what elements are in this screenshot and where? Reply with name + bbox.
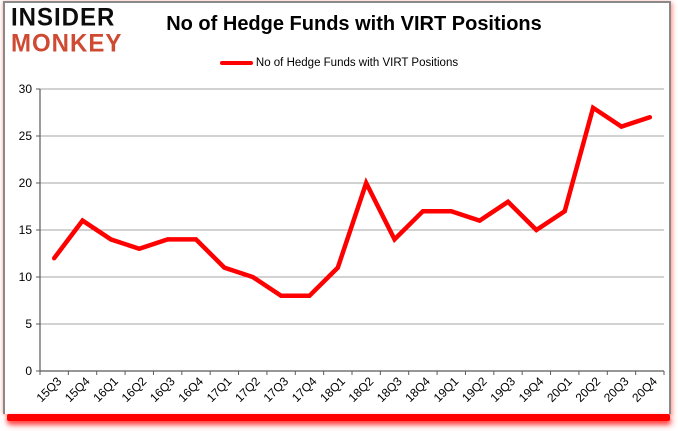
chart-title: No of Hedge Funds with VIRT Positions [166, 13, 542, 35]
series-line [51, 104, 653, 299]
x-tick-label: 16Q4 [175, 374, 206, 405]
logo-line-insider: INSIDER [11, 3, 116, 32]
y-tick-label: 0 [25, 364, 32, 378]
x-tick-label: 16Q3 [147, 374, 178, 405]
y-tick-label: 20 [19, 176, 33, 190]
x-tick-label: 17Q2 [232, 374, 263, 405]
x-tick-label: 20Q4 [629, 374, 660, 405]
bottom-red-bar [7, 414, 670, 421]
x-tick-label: 16Q2 [119, 374, 150, 405]
x-tick-label: 16Q1 [90, 374, 121, 405]
x-tick-label: 15Q3 [34, 374, 65, 405]
x-tick-label: 17Q1 [204, 374, 235, 405]
legend-line-swatch [219, 61, 253, 65]
legend-label: No of Hedge Funds with VIRT Positions [255, 57, 459, 69]
x-tick-label: 20Q3 [601, 374, 632, 405]
chart-card [3, 1, 671, 414]
x-tick-label: 18Q3 [374, 374, 405, 405]
legend: No of Hedge Funds with VIRT Positions [0, 57, 678, 69]
x-tick-label: 17Q3 [261, 374, 292, 405]
x-tick-label: 17Q4 [289, 374, 320, 405]
x-tick-label: 19Q1 [431, 374, 462, 405]
y-tick-label: 15 [19, 223, 33, 237]
x-tick-label: 18Q1 [317, 374, 348, 405]
x-tick-label: 19Q2 [459, 374, 490, 405]
x-tick-label: 20Q1 [544, 374, 575, 405]
insider-monkey-logo: INSIDER MONKEY [11, 3, 123, 58]
x-tick-label: 20Q2 [573, 374, 604, 405]
y-tick-label: 30 [19, 82, 33, 96]
y-tick-label: 5 [25, 317, 32, 331]
x-tick-label: 15Q4 [62, 374, 93, 405]
y-tick-label: 10 [19, 270, 33, 284]
logo-line-monkey: MONKEY [11, 29, 123, 58]
x-tick-label: 18Q4 [402, 374, 433, 405]
x-tick-label: 19Q3 [487, 374, 518, 405]
y-tick-label: 25 [19, 129, 33, 143]
x-tick-label: 18Q2 [346, 374, 377, 405]
x-tick-label: 19Q4 [516, 374, 547, 405]
